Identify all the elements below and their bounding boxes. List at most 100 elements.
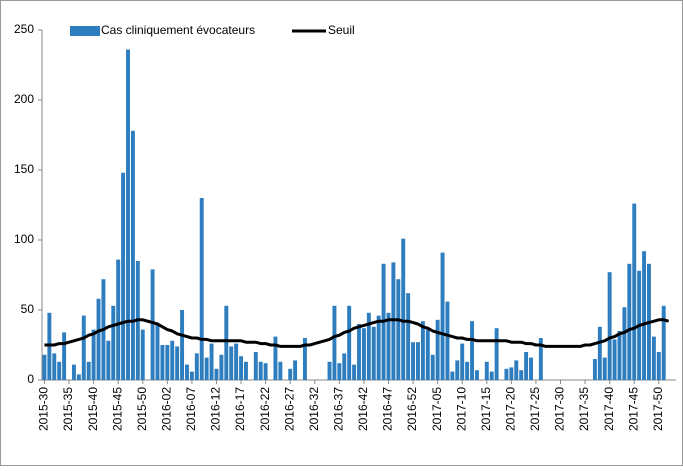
bar — [435, 319, 440, 380]
x-tick-label: 2017-15 — [479, 387, 493, 431]
y-tick-label: 100 — [14, 232, 34, 246]
bar — [258, 361, 263, 380]
x-tick-label: 2015-30 — [37, 387, 51, 431]
x-tick-label: 2015-35 — [61, 387, 75, 431]
bar — [332, 305, 337, 380]
bar — [81, 315, 86, 380]
bar — [357, 324, 361, 380]
x-tick-label: 2015-40 — [86, 387, 100, 431]
y-tick-label: 150 — [14, 162, 34, 176]
bar — [489, 371, 494, 380]
x-tick-label: 2016-37 — [332, 387, 346, 431]
bar — [204, 357, 209, 380]
x-tick-label: 2017-30 — [553, 387, 567, 431]
bar — [484, 361, 489, 380]
bar — [86, 361, 91, 380]
bar — [386, 312, 391, 380]
bar — [253, 352, 258, 380]
bar — [524, 352, 529, 380]
y-tick-label: 250 — [14, 22, 34, 36]
threshold-line — [44, 318, 670, 348]
bar — [607, 272, 612, 380]
bar — [622, 307, 627, 380]
bar — [371, 326, 376, 380]
x-tick-label: 2017-05 — [430, 387, 444, 431]
bar — [597, 326, 602, 380]
bar — [224, 305, 229, 380]
x-tick-label: 2016-07 — [184, 387, 198, 431]
bar — [273, 336, 278, 380]
bar — [194, 353, 199, 380]
bar — [455, 360, 460, 380]
bar — [91, 329, 96, 380]
bar — [126, 49, 130, 380]
bar — [76, 374, 81, 380]
bar — [155, 324, 160, 380]
bar — [288, 368, 293, 380]
bar — [278, 361, 283, 380]
x-tick-label: 2017-40 — [602, 387, 616, 431]
bar — [185, 364, 189, 380]
bar — [602, 357, 607, 380]
legend-label: Seuil — [328, 23, 355, 37]
bar — [302, 338, 307, 380]
bar — [239, 356, 244, 380]
bar — [445, 301, 450, 380]
bar — [263, 363, 268, 380]
bar — [62, 332, 67, 380]
bar — [342, 353, 347, 380]
bar — [656, 352, 661, 380]
bar — [71, 364, 76, 380]
bar — [430, 354, 435, 380]
bar — [651, 336, 656, 380]
bar — [465, 361, 470, 380]
x-tick-label: 2015-45 — [110, 387, 124, 431]
legend-label: Cas cliniquement évocateurs — [101, 23, 255, 37]
x-tick-label: 2016-32 — [307, 387, 321, 431]
x-tick-label: 2017-20 — [504, 387, 518, 431]
y-tick-label: 0 — [27, 372, 34, 386]
bar — [617, 331, 622, 380]
bar — [111, 305, 116, 380]
bar — [474, 370, 479, 380]
bar — [96, 298, 101, 380]
bar — [293, 360, 298, 380]
bar — [140, 329, 145, 380]
bar — [347, 305, 352, 380]
x-tick-label: 2016-02 — [159, 387, 173, 431]
bar — [514, 360, 519, 380]
bar — [57, 361, 62, 380]
bar — [219, 354, 224, 380]
bar — [470, 321, 475, 380]
bar — [366, 312, 371, 380]
x-tick-label: 2017-10 — [454, 387, 468, 431]
bar — [416, 342, 420, 380]
bar — [327, 361, 332, 380]
bar — [460, 343, 465, 380]
bar — [214, 368, 219, 380]
x-tick-label: 2017-45 — [626, 387, 640, 431]
bar — [337, 363, 342, 380]
bar — [592, 359, 597, 380]
x-tick-label: 2016-12 — [209, 387, 223, 431]
y-tick-label: 50 — [21, 302, 35, 316]
bar — [106, 340, 111, 380]
x-tick-label: 2016-42 — [356, 387, 370, 431]
bar — [494, 328, 499, 380]
bar — [199, 198, 204, 380]
bar — [361, 328, 366, 380]
bar — [130, 130, 135, 380]
bar — [209, 343, 214, 380]
bar — [234, 343, 239, 380]
bar — [509, 367, 514, 380]
bar — [189, 371, 194, 380]
bar — [243, 361, 248, 380]
bar — [180, 310, 185, 380]
bar — [170, 340, 175, 380]
bar — [376, 315, 381, 380]
bar — [396, 279, 401, 380]
bar — [425, 329, 430, 380]
legend-swatch — [70, 26, 100, 36]
y-tick-label: 200 — [14, 92, 34, 106]
